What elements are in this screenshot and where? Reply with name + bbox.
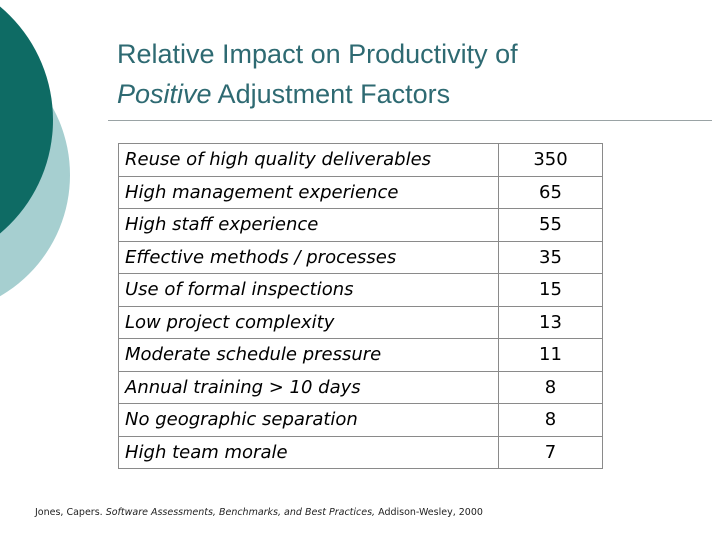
factor-name: Moderate schedule pressure xyxy=(118,338,499,372)
factor-value: 7 xyxy=(498,435,603,469)
factor-name: Annual training > 10 days xyxy=(118,370,499,404)
citation-publisher: Addison-Wesley, 2000 xyxy=(375,507,483,518)
factor-name: Use of formal inspections xyxy=(118,273,499,307)
factor-name: High staff experience xyxy=(118,208,499,242)
dark-circle xyxy=(0,6,53,234)
title-emphasis: Positive xyxy=(117,79,212,109)
factor-name: Reuse of high quality deliverables xyxy=(118,143,499,177)
table-row: No geographic separation 8 xyxy=(118,403,603,437)
table-row: Reuse of high quality deliverables 350 xyxy=(118,143,603,177)
table-row: High staff experience 55 xyxy=(118,208,603,242)
slide-title: Relative Impact on Productivity of Posit… xyxy=(117,34,707,114)
title-divider xyxy=(108,120,712,121)
factors-table: Reuse of high quality deliverables 350 H… xyxy=(118,143,603,469)
table-row: Annual training > 10 days 8 xyxy=(118,370,603,404)
factor-name: Effective methods / processes xyxy=(118,240,499,274)
citation-author: Jones, Capers. xyxy=(35,507,106,518)
factor-value: 55 xyxy=(498,208,603,242)
factor-value: 13 xyxy=(498,305,603,339)
table-row: High team morale 7 xyxy=(118,435,603,469)
factor-value: 8 xyxy=(498,403,603,437)
citation-work: Software Assessments, Benchmarks, and Be… xyxy=(105,507,376,518)
decorative-circles xyxy=(0,6,70,297)
factor-value: 11 xyxy=(498,338,603,372)
title-line-1: Relative Impact on Productivity of xyxy=(117,39,518,69)
factor-name: High management experience xyxy=(118,175,499,209)
table-row: Effective methods / processes 35 xyxy=(118,240,603,274)
factor-name: High team morale xyxy=(118,435,499,469)
citation: Jones, Capers. Software Assessments, Ben… xyxy=(35,507,483,518)
factor-name: Low project complexity xyxy=(118,305,499,339)
factor-value: 65 xyxy=(498,175,603,209)
factor-value: 350 xyxy=(498,143,603,177)
factor-value: 35 xyxy=(498,240,603,274)
title-line-2: Positive Adjustment Factors xyxy=(117,74,707,114)
table-row: Moderate schedule pressure 11 xyxy=(118,338,603,372)
table-row: Low project complexity 13 xyxy=(118,305,603,339)
table-row: High management experience 65 xyxy=(118,175,603,209)
factor-value: 8 xyxy=(498,370,603,404)
factor-value: 15 xyxy=(498,273,603,307)
table-row: Use of formal inspections 15 xyxy=(118,273,603,307)
factor-name: No geographic separation xyxy=(118,403,499,437)
title-line-2-rest: Adjustment Factors xyxy=(211,79,451,109)
